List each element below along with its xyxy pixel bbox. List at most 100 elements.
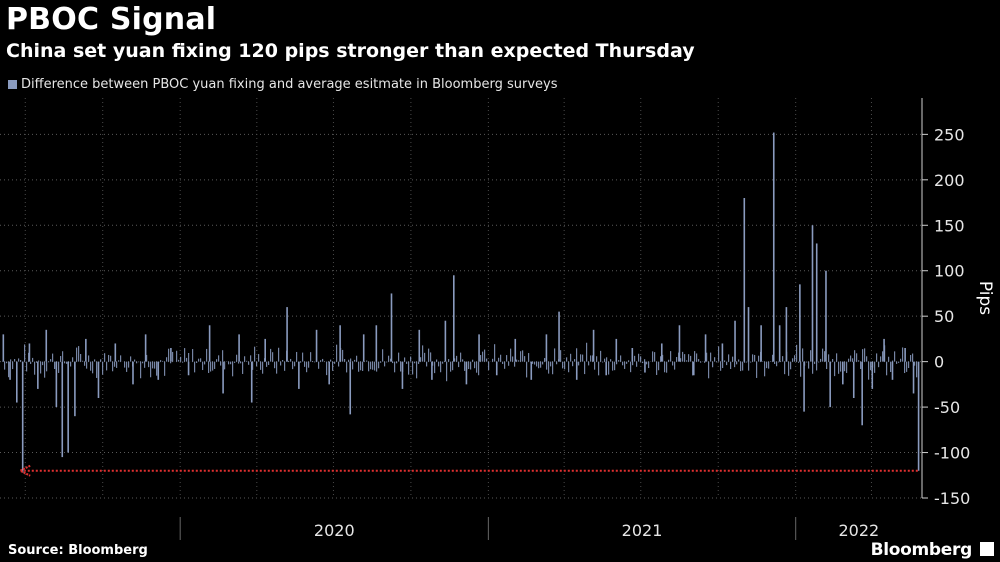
noise-bar [818, 361, 820, 363]
noise-bar [234, 361, 236, 363]
noise-bar [124, 361, 126, 368]
noise-bar [584, 361, 586, 375]
noise-bar [696, 353, 698, 362]
noise-bar [232, 361, 234, 377]
noise-bar [624, 361, 626, 369]
noise-bar [504, 361, 506, 369]
noise-bar [790, 361, 792, 370]
noise-bar [314, 361, 316, 363]
data-bar [315, 329, 318, 362]
data-bar [530, 361, 533, 380]
data-bar [375, 325, 378, 362]
noise-bar [94, 359, 96, 362]
noise-bar [556, 361, 558, 365]
data-bar [349, 361, 352, 415]
noise-bar [62, 351, 64, 362]
noise-bar [748, 361, 750, 371]
data-bar [575, 361, 578, 380]
noise-bar [724, 360, 726, 362]
noise-bar [42, 361, 44, 366]
noise-bar [482, 351, 484, 362]
noise-bar [520, 351, 522, 362]
noise-bar [828, 354, 830, 362]
noise-bar [222, 350, 224, 362]
noise-bar [698, 359, 700, 362]
noise-bar [728, 354, 730, 362]
noise-bar [602, 361, 604, 363]
noise-bar [32, 357, 34, 362]
noise-bar [102, 361, 104, 375]
annotation-layer [17, 464, 918, 477]
noise-bar [346, 361, 348, 373]
data-bar [37, 361, 39, 389]
legend: Difference between PBOC yuan fixing and … [8, 77, 558, 92]
noise-bar [244, 356, 246, 362]
noise-bar [116, 361, 118, 368]
noise-bar [344, 358, 346, 362]
noise-bar [844, 361, 846, 372]
noise-bar [168, 348, 170, 362]
data-bar [444, 320, 447, 362]
noise-bar [688, 354, 690, 362]
noise-bar [598, 361, 600, 376]
noise-bar [60, 356, 62, 362]
noise-bar [20, 360, 22, 362]
noise-bar [306, 361, 308, 373]
noise-bar [28, 352, 30, 362]
noise-bar [426, 361, 428, 367]
noise-bar [160, 360, 162, 362]
noise-bar [914, 361, 916, 366]
y-tick-label: -150 [934, 489, 970, 508]
noise-bar [92, 361, 94, 374]
noise-bar [682, 351, 684, 362]
noise-bar [254, 346, 256, 362]
noise-bar [408, 361, 410, 375]
noise-bar [616, 361, 618, 365]
noise-bar [638, 353, 640, 362]
data-bar [644, 361, 646, 373]
noise-bar [356, 355, 358, 362]
noise-bar [470, 361, 472, 370]
data-bar [760, 325, 762, 362]
noise-bar [296, 351, 298, 362]
noise-bar [560, 350, 562, 362]
data-bar [453, 275, 455, 362]
noise-bar [380, 361, 382, 363]
noise-bar [604, 358, 606, 362]
y-tick-label: -50 [934, 398, 960, 417]
noise-bar [210, 361, 212, 372]
chart-subtitle: China set yuan fixing 120 pips stronger … [6, 40, 695, 62]
noise-bar [144, 361, 146, 368]
noise-bar [216, 359, 218, 362]
noise-bar [438, 361, 440, 367]
noise-bar [526, 361, 528, 378]
noise-bar [4, 361, 6, 370]
noise-bar [200, 358, 202, 362]
noise-bar [24, 344, 26, 362]
data-bar [2, 334, 5, 362]
noise-bar [792, 358, 794, 362]
noise-bar [384, 361, 386, 367]
noise-bar [710, 352, 712, 362]
data-bar [743, 198, 746, 362]
noise-bar [628, 360, 630, 362]
noise-bar [582, 354, 584, 362]
noise-bar [228, 361, 230, 365]
noise-bar [208, 361, 210, 373]
data-bar [478, 334, 480, 362]
noise-bar [104, 353, 106, 362]
data-bar [465, 361, 468, 385]
noise-bar [278, 347, 280, 362]
noise-bar [838, 361, 840, 374]
noise-bar [588, 361, 590, 366]
noise-bar [722, 361, 724, 369]
noise-bar [516, 359, 518, 362]
noise-bar [670, 351, 672, 362]
noise-bar [412, 361, 414, 375]
noise-bar [810, 350, 812, 362]
grid-layer [0, 98, 922, 499]
noise-bar [566, 357, 568, 362]
data-bar [660, 343, 663, 362]
noise-bar [462, 359, 464, 362]
noise-bar [630, 361, 632, 373]
